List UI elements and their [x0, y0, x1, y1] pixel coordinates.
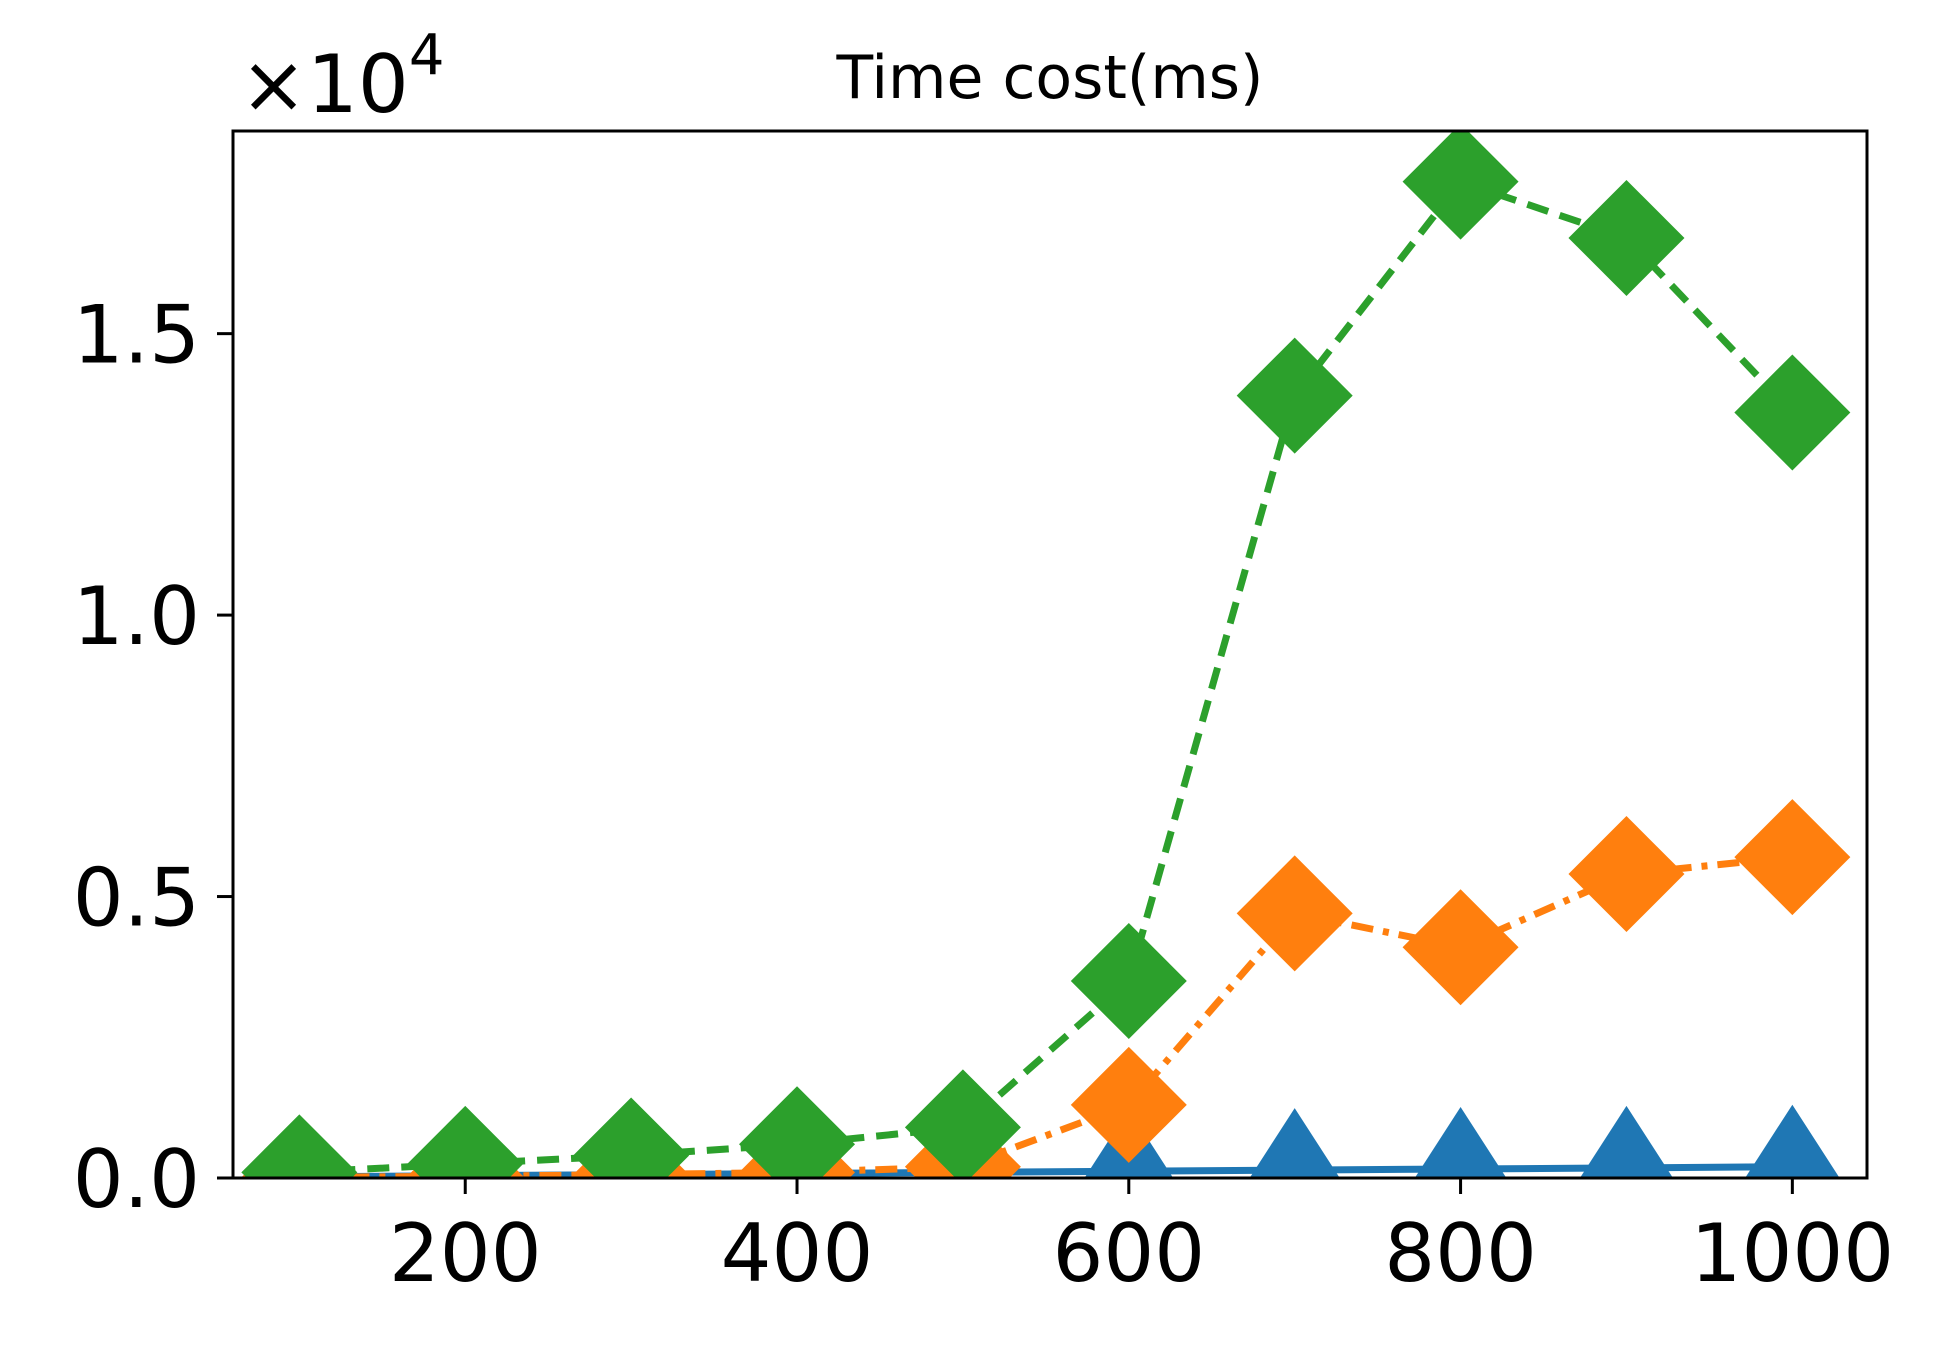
- data-point: [1070, 1046, 1187, 1163]
- data-point: [1734, 799, 1851, 916]
- data-point: [739, 1086, 856, 1178]
- series-layer: [241, 131, 1851, 1178]
- data-point: [1249, 1108, 1340, 1178]
- y-axis: 0.0 0.5 1.0 1.5: [73, 289, 233, 1226]
- x-tick-label: 400: [721, 1207, 874, 1300]
- data-point: [241, 1114, 358, 1178]
- y-tick-label: 0.0: [73, 1133, 200, 1226]
- series-line: [299, 853, 1793, 1178]
- y-tick-label: 0.5: [73, 852, 200, 945]
- x-tick-label: 200: [389, 1207, 542, 1300]
- data-point: [1402, 131, 1519, 240]
- data-point: [407, 1105, 524, 1178]
- data-point: [1236, 337, 1353, 454]
- y-multiplier-base: ×10: [240, 38, 409, 131]
- y-tick-label: 1.0: [73, 570, 200, 663]
- series-3: [241, 131, 1851, 1178]
- data-point: [1402, 889, 1519, 1006]
- x-tick-label: 1000: [1691, 1207, 1895, 1300]
- data-point: [1734, 354, 1851, 471]
- data-point: [1579, 1105, 1673, 1178]
- x-tick-label: 600: [1052, 1207, 1205, 1300]
- data-point: [1414, 1106, 1507, 1178]
- y-multiplier: ×104: [240, 23, 444, 131]
- data-point: [1070, 922, 1187, 1039]
- plot-frame: [231, 129, 1869, 1180]
- data-point: [573, 1097, 690, 1178]
- data-point: [904, 1069, 1021, 1178]
- data-point: [1236, 855, 1353, 972]
- data-point: [1568, 816, 1685, 933]
- y-multiplier-exponent: 4: [409, 23, 445, 88]
- x-axis: 200 400 600 800 1000: [389, 1178, 1894, 1300]
- x-tick-label: 800: [1384, 1207, 1537, 1300]
- data-point: [1745, 1104, 1840, 1178]
- y-tick-label: 1.5: [73, 289, 200, 382]
- data-point: [1568, 179, 1685, 296]
- series-line: [299, 177, 1795, 1176]
- series-line: [299, 1163, 1793, 1178]
- chart-title: Time cost(ms): [836, 43, 1264, 113]
